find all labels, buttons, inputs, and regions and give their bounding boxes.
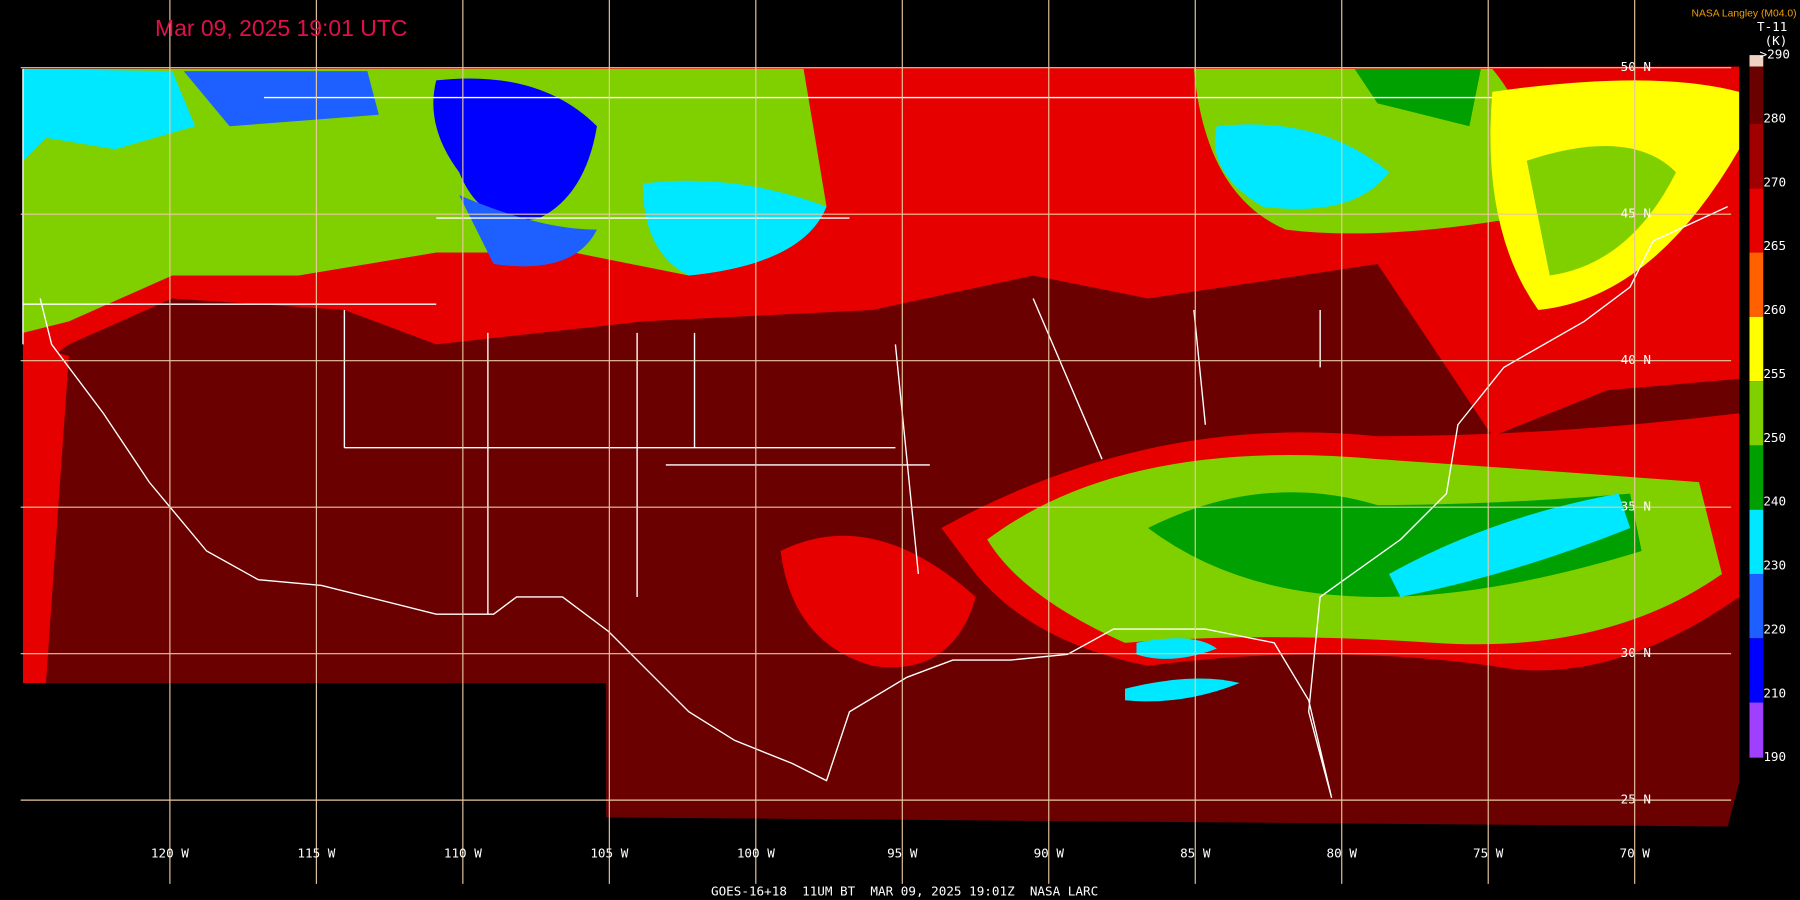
latitude-label: 30 N <box>1621 645 1651 660</box>
blue-wyoming <box>459 195 597 267</box>
colorbar-segment <box>1749 55 1764 67</box>
cyan-gulf-2 <box>1125 678 1240 702</box>
colorbar-label: 260 <box>1763 302 1786 317</box>
colorbar-label: 240 <box>1763 494 1786 509</box>
cyan-southeast <box>1389 493 1631 597</box>
colorbar-label: 280 <box>1763 110 1786 125</box>
colorbar-segment <box>1749 66 1764 124</box>
colorbar-segment <box>1749 573 1764 639</box>
blue-montana <box>433 78 597 221</box>
longitude-label: 120 W <box>151 846 189 861</box>
cyan-northwest <box>22 68 196 161</box>
longitude-label: 115 W <box>297 846 335 861</box>
latitude-label: 45 N <box>1621 206 1651 221</box>
colorbar-label: 190 <box>1763 749 1786 764</box>
footer: GOES-16+18 11UM BT MAR 09, 2025 19:01Z N… <box>711 883 1098 898</box>
longitude-label: 95 W <box>887 846 918 861</box>
colorbar-label: 210 <box>1763 685 1786 700</box>
green-northwest <box>22 68 827 333</box>
timestamp-title: Mar 09, 2025 19:01 UTC <box>155 15 407 41</box>
longitude-label: 70 W <box>1620 846 1651 861</box>
colorbar-segment <box>1749 188 1764 253</box>
state-borders <box>22 68 1493 615</box>
colorbar-segment <box>1749 509 1764 574</box>
darkgreen-southeast <box>1147 492 1642 597</box>
colorbar-labels: >290 280 270 265 260 255 250 240 230 220 210 190 <box>1760 47 1790 765</box>
colorbar-label: 230 <box>1763 558 1786 573</box>
credit: NASA Langley (M04.0) <box>1691 9 1796 20</box>
longitude-label: 85 W <box>1180 846 1211 861</box>
red-west <box>22 344 69 684</box>
longitude-label: 90 W <box>1034 846 1065 861</box>
colorbar-segment <box>1749 252 1764 317</box>
colorbar-segment <box>1749 381 1764 446</box>
legend-unit: (K) <box>1765 33 1788 48</box>
longitude-label: 100 W <box>737 846 775 861</box>
colorbar-label: 270 <box>1763 174 1786 189</box>
colorbar-label: 250 <box>1763 430 1786 445</box>
latitude-label: 50 N <box>1621 59 1651 74</box>
outlines <box>22 68 1728 799</box>
colorbar <box>1749 55 1764 758</box>
latitude-label: 25 N <box>1621 792 1651 807</box>
colorbar-segment <box>1749 123 1764 189</box>
colorbar-label: >290 <box>1760 47 1790 62</box>
latitude-label: 35 N <box>1621 499 1651 514</box>
latitude-label: 40 N <box>1621 352 1651 367</box>
longitude-label: 80 W <box>1327 846 1358 861</box>
longitude-label: 105 W <box>590 846 628 861</box>
green-northeast <box>1526 145 1677 276</box>
longitude-label: 110 W <box>444 846 482 861</box>
imagery <box>22 66 1740 827</box>
colorbar-label: 220 <box>1763 621 1786 636</box>
legend-title: T-11 <box>1757 19 1787 34</box>
cyan-dakota <box>642 180 827 276</box>
colorbar-segment <box>1749 702 1764 758</box>
colorbar-label: 265 <box>1763 238 1786 253</box>
longitude-label: 75 W <box>1473 846 1504 861</box>
blue-northwest <box>183 71 379 127</box>
colorbar-segment <box>1749 316 1764 382</box>
colorbar-label: 255 <box>1763 366 1786 381</box>
coastline <box>39 206 1728 799</box>
red-texas <box>780 535 976 668</box>
colorbar-segment <box>1749 445 1764 510</box>
cyan-great-lakes <box>1214 124 1390 209</box>
graticule: 50 N 45 N 40 N 35 N 30 N 25 N 120 W 115 W 110 W 1… <box>20 0 1732 884</box>
colorbar-segment <box>1749 638 1764 703</box>
